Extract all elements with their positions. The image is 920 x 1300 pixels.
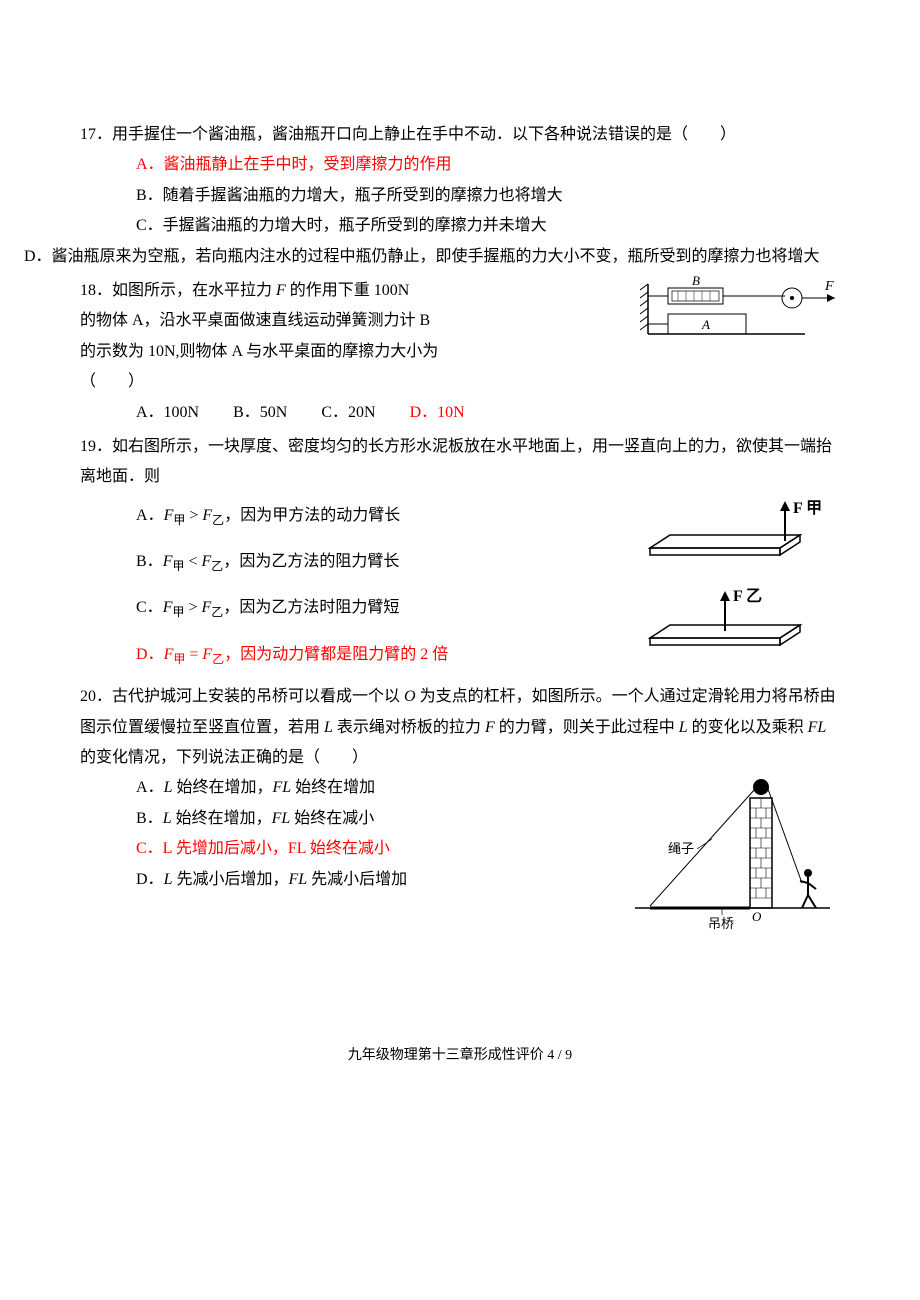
svg-text:F 乙: F 乙	[733, 588, 762, 605]
q17-opt-b: B．随着手握酱油瓶的力增大，瓶子所受到的摩擦力也将增大	[136, 181, 840, 211]
q19-opt-b: B．F甲 < F乙，因为乙方法的阻力臂长	[136, 539, 620, 585]
q18-line4: （ ）	[80, 367, 840, 397]
q20-text: 20．古代护城河上安装的吊桥可以看成一个以 O 为支点的杠杆，如图所示。一个人通…	[80, 682, 840, 773]
q17-opt-d: D．酱油瓶原来为空瓶，若向瓶内注水的过程中瓶仍静止，即使手握瓶的力大小不变，瓶所…	[80, 242, 840, 272]
q18-opt-a: A．100N	[136, 398, 199, 428]
slab-lever-diagram: F 甲 F 乙	[630, 493, 840, 663]
q19-figure: F 甲 F 乙	[620, 493, 840, 663]
question-18: 18．如图所示，在水平拉力 F 的作用下重 100N 的物体 A，沿水平桌面做速…	[80, 276, 840, 428]
question-19: 19．如右图所示，一块厚度、密度均匀的长方形水泥板放在水平地面上，用一竖直向上的…	[80, 432, 840, 678]
drawbridge-diagram: O 绳子 吊桥	[630, 773, 840, 933]
q17-opt-c: C．手握酱油瓶的力增大时，瓶子所受到的摩擦力并未增大	[136, 211, 840, 241]
q18-options: A．100N B．50N C．20N D．10N	[80, 398, 840, 428]
q20-opt-c: C．L 先增加后减小，FL 始终在减小	[136, 834, 620, 864]
q19-opt-d: D．F甲 = F乙，因为动力臂都是阻力臂的 2 倍	[136, 632, 620, 678]
q18-opt-b: B．50N	[233, 398, 287, 428]
q20-opt-a: A．L 始终在增加，FL 始终在增加	[136, 773, 620, 803]
q19-opt-c: C．F甲 > F乙，因为乙方法时阻力臂短	[136, 585, 620, 631]
svg-text:F: F	[824, 279, 834, 294]
q17-options: A．酱油瓶静止在手中时，受到摩擦力的作用 B．随着手握酱油瓶的力增大，瓶子所受到…	[80, 150, 840, 241]
question-20: 20．古代护城河上安装的吊桥可以看成一个以 O 为支点的杠杆，如图所示。一个人通…	[80, 682, 840, 933]
q17-text: 17．用手握住一个酱油瓶，酱油瓶开口向上静止在手中不动．以下各种说法错误的是（ …	[80, 120, 840, 150]
question-17: 17．用手握住一个酱油瓶，酱油瓶开口向上静止在手中不动．以下各种说法错误的是（ …	[80, 120, 840, 272]
q20-figure: O 绳子 吊桥	[620, 773, 840, 933]
svg-text:吊桥: 吊桥	[708, 916, 734, 931]
q19-opt-a: A．F甲 > F乙，因为甲方法的动力臂长	[136, 493, 620, 539]
q18-figure: B F A	[630, 276, 840, 346]
q18-line2: 的物体 A，沿水平桌面做速直线运动弹簧测力计 B	[80, 306, 630, 336]
q19-text: 19．如右图所示，一块厚度、密度均匀的长方形水泥板放在水平地面上，用一竖直向上的…	[80, 432, 840, 493]
svg-text:绳子: 绳子	[668, 841, 694, 856]
q18-line1: 18．如图所示，在水平拉力 F 的作用下重 100N	[80, 276, 630, 306]
q18-line3: 的示数为 10N,则物体 A 与水平桌面的摩擦力大小为	[80, 337, 630, 367]
svg-text:F 甲: F 甲	[793, 499, 822, 517]
svg-text:O: O	[752, 909, 762, 924]
q18-opt-c: C．20N	[321, 398, 375, 428]
q17-opt-a: A．酱油瓶静止在手中时，受到摩擦力的作用	[136, 150, 840, 180]
page-footer: 九年级物理第十三章形成性评价 4 / 9	[80, 1043, 840, 1070]
q20-opt-d: D．L 先减小后增加，FL 先减小后增加	[136, 865, 620, 895]
q18-opt-d: D．10N	[410, 398, 465, 428]
svg-text:B: B	[692, 276, 700, 288]
spring-gauge-diagram: B F A	[640, 276, 840, 346]
svg-text:A: A	[701, 317, 710, 332]
q20-opt-b: B．L 始终在增加，FL 始终在减小	[136, 804, 620, 834]
